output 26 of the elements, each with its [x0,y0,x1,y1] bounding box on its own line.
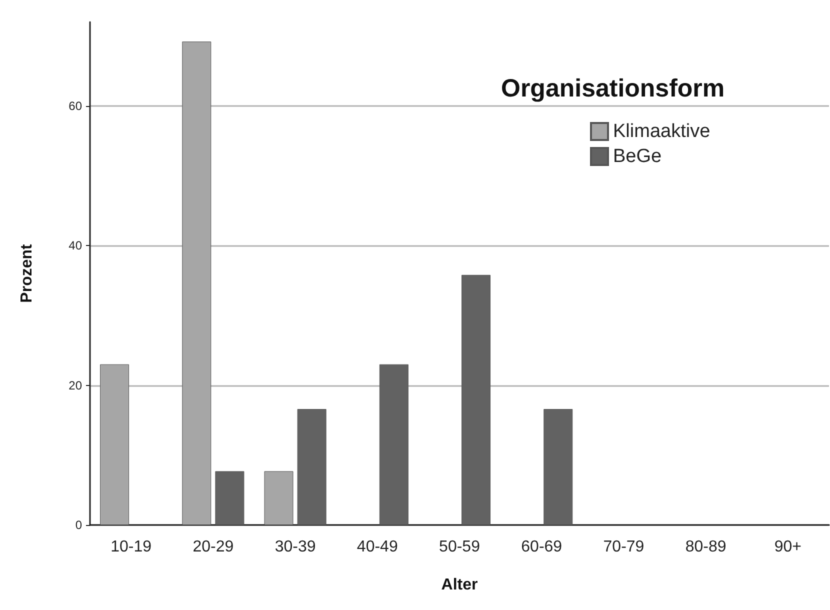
bar [264,471,294,525]
legend-label: Klimaaktive [613,121,710,142]
bar [215,471,244,525]
y-tick-label: 60 [68,98,82,113]
x-tick-label: 30-39 [274,538,316,556]
x-tick-label: 40-49 [356,538,398,556]
bar [297,409,326,525]
y-axis-title: Prozent [18,243,36,303]
x-axis-title: Alter [441,576,478,594]
x-tick-label: 80-89 [685,538,726,556]
x-tick-label: 10-19 [110,538,152,556]
y-tick-label: 20 [68,378,82,392]
x-tick-label: 50-59 [439,538,480,556]
bar [544,409,573,525]
legend-label: BeGe [613,146,662,167]
bar [100,364,130,525]
x-tick-label: 70-79 [603,538,644,556]
x-tick-label: 20-29 [192,538,234,556]
bar [182,42,212,525]
bar [462,274,491,525]
y-tick-label: 40 [68,238,82,253]
bar [379,364,408,525]
legend-title: Organisationsform [501,74,725,102]
x-tick-label: 60-69 [521,538,562,556]
x-tick-label: 90+ [774,538,802,556]
y-tick-label: 0 [75,518,82,532]
